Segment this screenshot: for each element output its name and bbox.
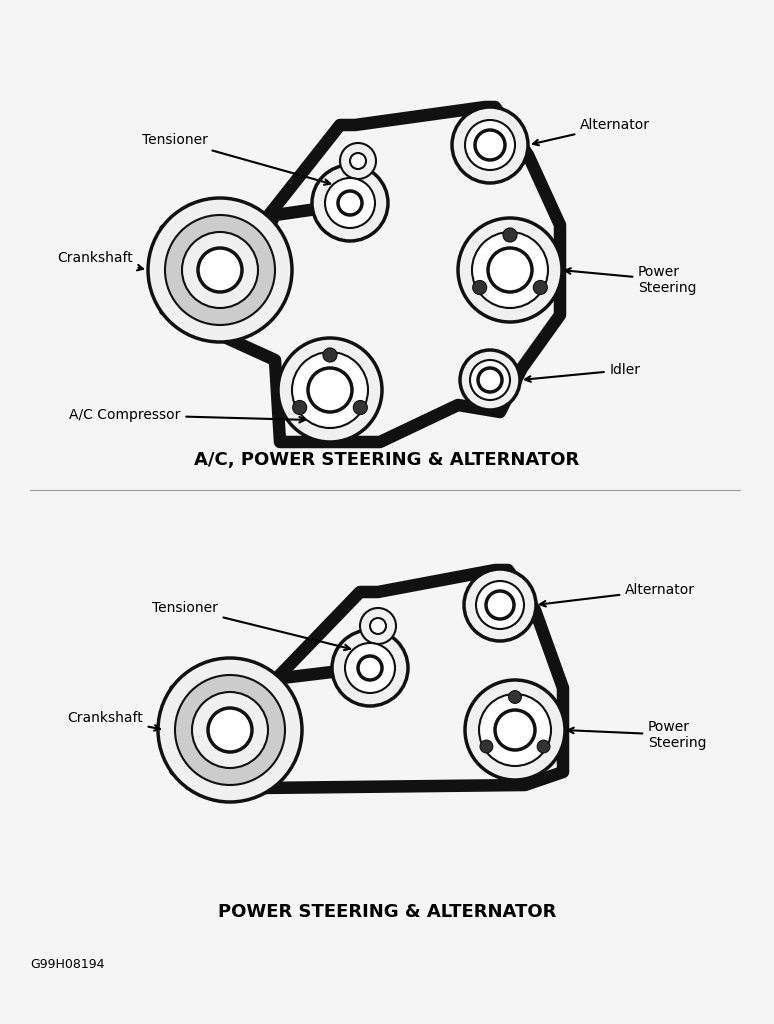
Circle shape [488,248,532,292]
Text: Crankshaft: Crankshaft [57,251,143,270]
Circle shape [198,248,242,292]
Circle shape [458,218,562,322]
Text: Alternator: Alternator [540,583,695,606]
Text: Crankshaft: Crankshaft [67,711,160,731]
Circle shape [293,400,307,415]
Circle shape [312,165,388,241]
Circle shape [338,191,362,215]
Circle shape [278,338,382,442]
Circle shape [476,581,524,629]
Circle shape [370,618,386,634]
Circle shape [486,591,514,618]
Circle shape [465,120,515,170]
Circle shape [358,656,382,680]
Circle shape [360,608,396,644]
Text: Tensioner: Tensioner [142,133,330,184]
Circle shape [340,143,376,179]
Circle shape [208,708,252,752]
Circle shape [460,350,520,410]
Circle shape [292,352,368,428]
Circle shape [353,400,368,415]
Circle shape [470,360,510,400]
Circle shape [533,281,547,295]
Circle shape [478,368,502,392]
Circle shape [158,658,302,802]
Circle shape [165,215,275,325]
Circle shape [148,198,292,342]
Circle shape [308,368,352,412]
Circle shape [323,348,337,362]
Circle shape [473,281,487,295]
Circle shape [332,630,408,706]
Circle shape [472,232,548,308]
Text: Alternator: Alternator [533,118,650,145]
Circle shape [175,675,285,785]
Circle shape [452,106,528,183]
Text: POWER STEERING & ALTERNATOR: POWER STEERING & ALTERNATOR [217,903,557,921]
Circle shape [325,178,375,228]
Circle shape [537,740,550,753]
Circle shape [192,692,268,768]
Circle shape [480,740,493,753]
Text: G99H08194: G99H08194 [30,958,104,972]
Text: A/C Compressor: A/C Compressor [70,408,305,423]
Circle shape [503,228,517,242]
Circle shape [350,153,366,169]
Text: Power
Steering: Power Steering [565,265,697,295]
Circle shape [464,569,536,641]
Text: Tensioner: Tensioner [152,601,350,650]
Circle shape [465,680,565,780]
Text: Idler: Idler [525,362,641,382]
Circle shape [182,232,258,308]
Text: Power
Steering: Power Steering [568,720,707,751]
Text: A/C, POWER STEERING & ALTERNATOR: A/C, POWER STEERING & ALTERNATOR [194,451,580,469]
Circle shape [475,130,505,160]
Circle shape [479,694,551,766]
Circle shape [345,643,395,693]
Circle shape [495,710,535,750]
Circle shape [509,690,522,703]
